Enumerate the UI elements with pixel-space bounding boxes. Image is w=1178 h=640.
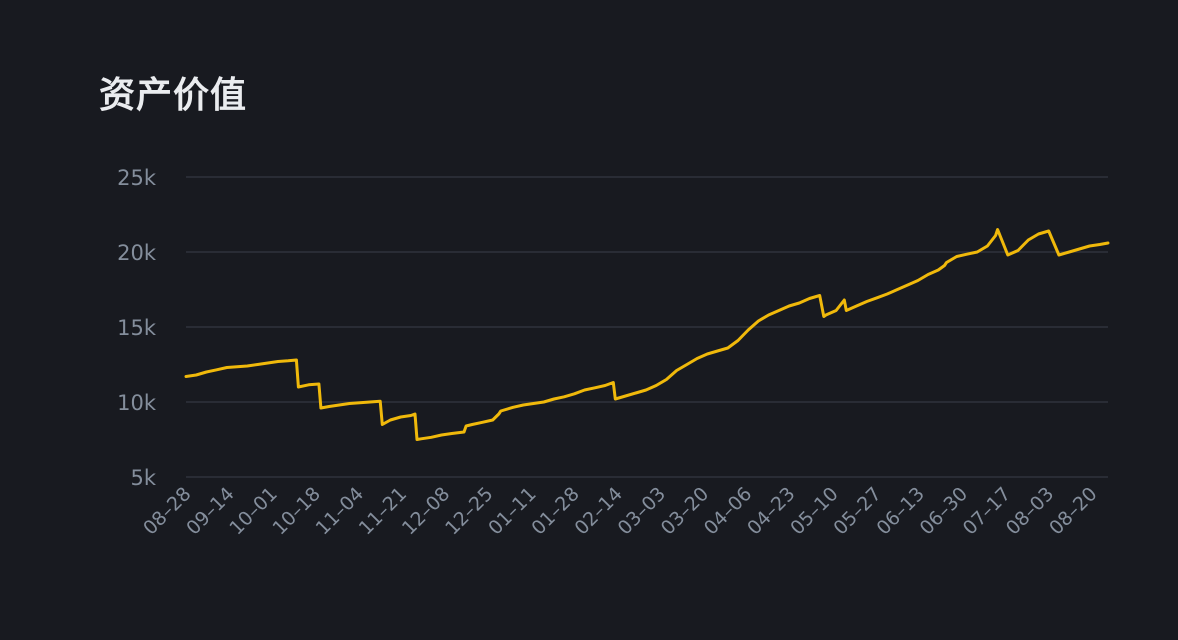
x-tick-label: 05–27 bbox=[829, 483, 885, 539]
x-tick-label: 06–30 bbox=[916, 483, 972, 539]
x-tick-label: 11–04 bbox=[312, 483, 368, 539]
x-tick-label: 06–13 bbox=[872, 483, 928, 539]
series-line bbox=[184, 228, 1110, 441]
x-tick-label: 09–14 bbox=[182, 483, 238, 539]
x-tick-label: 08–28 bbox=[139, 483, 195, 539]
chart-title: 资产价值 bbox=[99, 75, 248, 116]
series-layer bbox=[184, 228, 1110, 441]
grid-lines bbox=[186, 176, 1108, 478]
x-tick-label: 12–25 bbox=[441, 483, 497, 539]
x-tick-label: 01–11 bbox=[484, 483, 540, 539]
x-tick-label: 04–23 bbox=[743, 483, 799, 539]
y-tick-label: 15k bbox=[117, 316, 157, 340]
x-tick-label: 03–20 bbox=[657, 483, 713, 539]
x-tick-label: 12–08 bbox=[398, 483, 454, 539]
y-tick-label: 20k bbox=[117, 241, 157, 265]
x-tick-label: 07–17 bbox=[959, 483, 1015, 539]
y-axis-ticks: 5k 10k 15k 20k 25k bbox=[117, 166, 157, 490]
x-tick-label: 05–10 bbox=[786, 483, 842, 539]
x-axis-ticks: 08–2809–1410–0110–1811–0411–2112–0812–25… bbox=[139, 483, 1101, 539]
x-tick-label: 04–06 bbox=[700, 483, 756, 539]
x-tick-label: 01–28 bbox=[527, 483, 583, 539]
x-tick-label: 10–01 bbox=[225, 483, 281, 539]
x-tick-label: 11–21 bbox=[355, 483, 411, 539]
y-tick-label: 25k bbox=[117, 166, 157, 190]
y-tick-label: 5k bbox=[130, 466, 156, 490]
x-tick-label: 02–14 bbox=[570, 483, 626, 539]
x-tick-label: 08–03 bbox=[1002, 483, 1058, 539]
y-tick-label: 10k bbox=[117, 391, 157, 415]
x-tick-label: 10–18 bbox=[268, 483, 324, 539]
x-tick-label: 03–03 bbox=[614, 483, 670, 539]
x-tick-label: 08–20 bbox=[1045, 483, 1101, 539]
